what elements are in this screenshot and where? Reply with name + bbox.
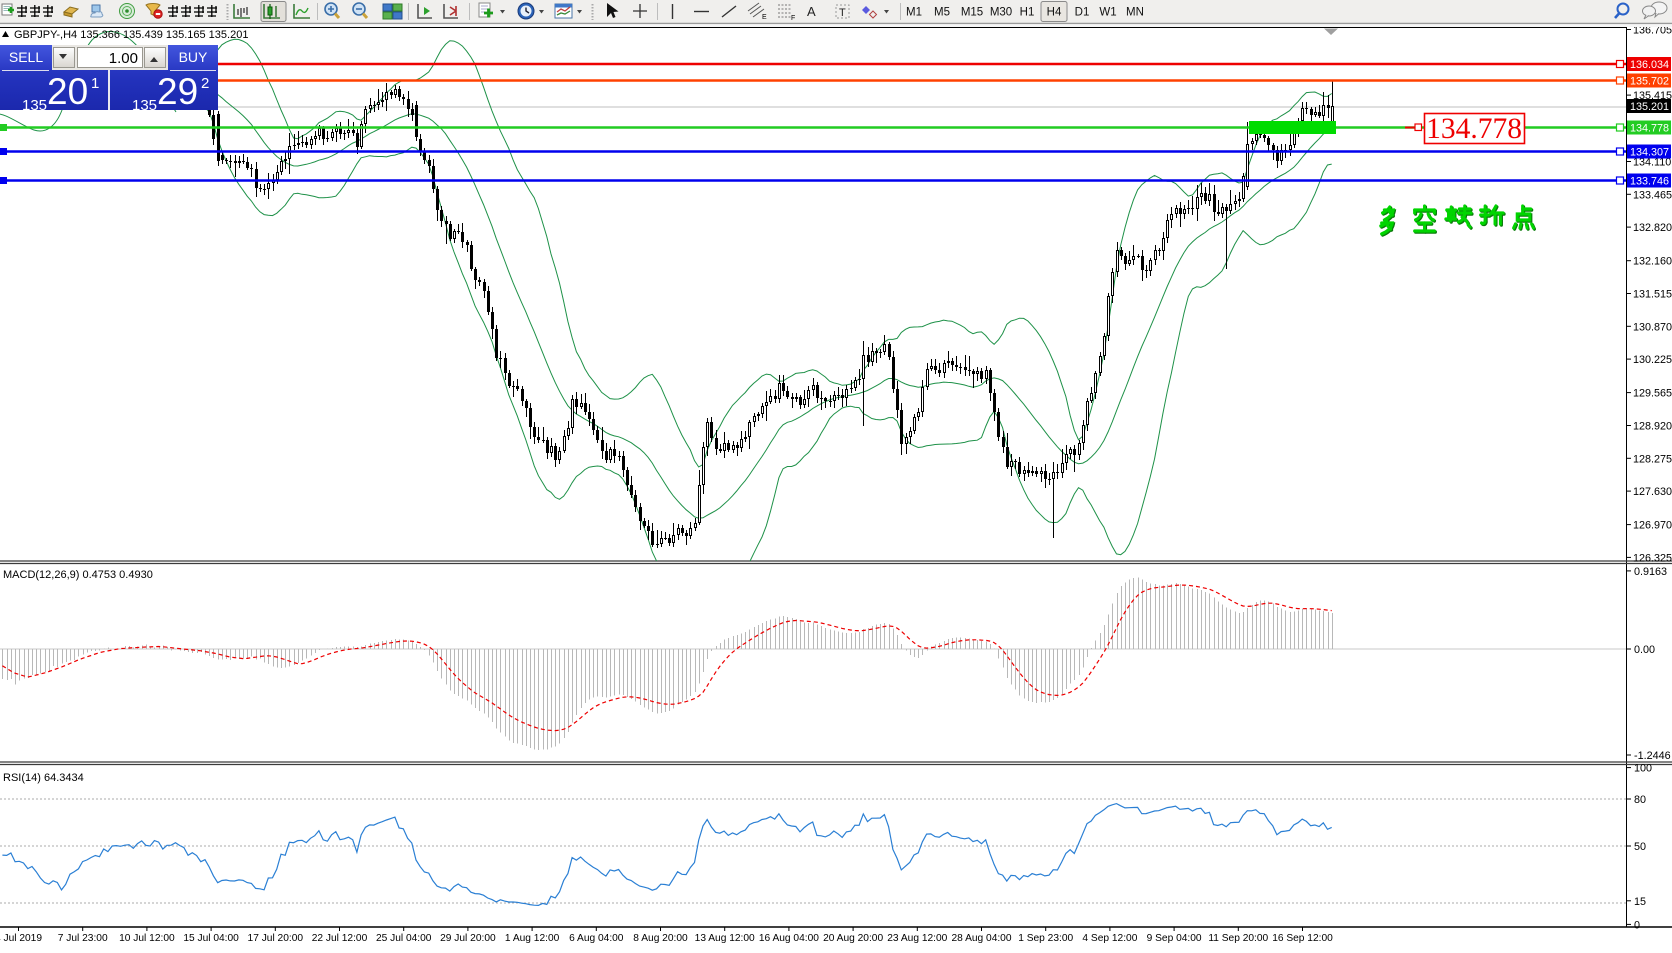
svg-text:100: 100 bbox=[1634, 763, 1652, 775]
svg-text:129.565: 129.565 bbox=[1633, 388, 1672, 400]
svg-text:135.201: 135.201 bbox=[1630, 101, 1669, 113]
svg-text:133.465: 133.465 bbox=[1633, 189, 1672, 201]
svg-text:F: F bbox=[791, 15, 795, 22]
svg-text:29 Jul 20:00: 29 Jul 20:00 bbox=[440, 933, 496, 944]
svg-text:20 Aug 20:00: 20 Aug 20:00 bbox=[823, 933, 883, 944]
svg-text:28 Aug 04:00: 28 Aug 04:00 bbox=[951, 933, 1011, 944]
svg-text:RSI(14) 64.3434: RSI(14) 64.3434 bbox=[3, 772, 84, 784]
svg-text:E: E bbox=[762, 14, 767, 21]
svg-text:0.00: 0.00 bbox=[1634, 644, 1655, 656]
svg-text:80: 80 bbox=[1634, 794, 1646, 806]
svg-text:MACD(12,26,9) 0.4753 0.4930: MACD(12,26,9) 0.4753 0.4930 bbox=[3, 569, 153, 581]
svg-text:11 Sep 20:00: 11 Sep 20:00 bbox=[1208, 933, 1268, 944]
svg-text:MN: MN bbox=[1126, 7, 1144, 19]
svg-text:8 Aug 20:00: 8 Aug 20:00 bbox=[633, 933, 688, 944]
svg-text:133.746: 133.746 bbox=[1630, 176, 1669, 188]
svg-text:128.920: 128.920 bbox=[1633, 421, 1672, 433]
svg-text:134.778: 134.778 bbox=[1426, 113, 1522, 145]
svg-text:17 Jul 20:00: 17 Jul 20:00 bbox=[248, 933, 304, 944]
svg-text:13 Aug 12:00: 13 Aug 12:00 bbox=[695, 933, 755, 944]
svg-text:15: 15 bbox=[1634, 896, 1646, 908]
svg-text:134.778: 134.778 bbox=[1630, 123, 1669, 135]
svg-text:7 Jul 23:00: 7 Jul 23:00 bbox=[58, 933, 108, 944]
svg-text:W1: W1 bbox=[1099, 7, 1116, 19]
svg-text:22 Jul 12:00: 22 Jul 12:00 bbox=[312, 933, 368, 944]
svg-text:-1.2446: -1.2446 bbox=[1634, 750, 1671, 762]
svg-text:1 Aug 12:00: 1 Aug 12:00 bbox=[505, 933, 560, 944]
svg-text:126.970: 126.970 bbox=[1633, 520, 1672, 532]
svg-text:M15: M15 bbox=[961, 7, 983, 19]
svg-text:4 Sep 12:00: 4 Sep 12:00 bbox=[1082, 933, 1137, 944]
svg-text:A: A bbox=[807, 4, 816, 19]
svg-text:25 Jul 04:00: 25 Jul 04:00 bbox=[376, 933, 432, 944]
svg-text:135.702: 135.702 bbox=[1630, 76, 1669, 88]
svg-text:H1: H1 bbox=[1020, 7, 1035, 19]
svg-text:M1: M1 bbox=[906, 7, 922, 19]
svg-text:50: 50 bbox=[1634, 841, 1646, 853]
svg-text:130.870: 130.870 bbox=[1633, 321, 1672, 333]
svg-text:H4: H4 bbox=[1047, 7, 1062, 19]
svg-text:6 Aug 04:00: 6 Aug 04:00 bbox=[569, 933, 624, 944]
svg-text:M30: M30 bbox=[990, 7, 1012, 19]
svg-text:134.110: 134.110 bbox=[1633, 157, 1671, 169]
svg-text:130.225: 130.225 bbox=[1633, 354, 1672, 366]
svg-text:23 Aug 12:00: 23 Aug 12:00 bbox=[887, 933, 947, 944]
svg-text:127.630: 127.630 bbox=[1633, 486, 1672, 498]
svg-text:9 Sep 04:00: 9 Sep 04:00 bbox=[1147, 933, 1202, 944]
svg-text:134.307: 134.307 bbox=[1630, 147, 1669, 159]
svg-text:126.325: 126.325 bbox=[1633, 552, 1672, 564]
svg-text:1 Sep 23:00: 1 Sep 23:00 bbox=[1018, 933, 1073, 944]
svg-text:D1: D1 bbox=[1075, 7, 1090, 19]
svg-text:10 Jul 12:00: 10 Jul 12:00 bbox=[119, 933, 175, 944]
svg-text:132.160: 132.160 bbox=[1633, 256, 1672, 268]
svg-text:15 Jul 04:00: 15 Jul 04:00 bbox=[183, 933, 239, 944]
svg-text:16 Aug 04:00: 16 Aug 04:00 bbox=[759, 933, 819, 944]
svg-text:131.515: 131.515 bbox=[1633, 289, 1672, 301]
svg-text:136.034: 136.034 bbox=[1630, 59, 1669, 71]
svg-text:0.9163: 0.9163 bbox=[1634, 566, 1667, 578]
svg-text:132.820: 132.820 bbox=[1633, 222, 1672, 234]
svg-text:T: T bbox=[839, 7, 846, 19]
svg-text:16 Sep 12:00: 16 Sep 12:00 bbox=[1272, 933, 1333, 944]
svg-text:GBPJPY-,H4 135.366 135.439 13: GBPJPY-,H4 135.366 135.439 135.165 135.2… bbox=[14, 29, 248, 41]
svg-text:128.275: 128.275 bbox=[1633, 453, 1672, 465]
svg-text:4 Jul 2019: 4 Jul 2019 bbox=[0, 933, 42, 944]
svg-text:M5: M5 bbox=[934, 7, 950, 19]
svg-text:0: 0 bbox=[1634, 919, 1640, 931]
svg-text:136.705: 136.705 bbox=[1633, 25, 1672, 37]
